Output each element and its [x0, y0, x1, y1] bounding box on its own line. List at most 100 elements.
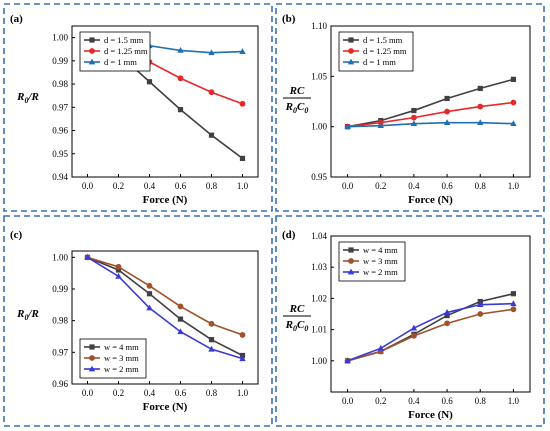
data-point: [477, 311, 484, 317]
ylabel-part: 0: [24, 96, 28, 105]
series-line: [347, 121, 514, 128]
data-point: [239, 48, 246, 54]
x-tick-label: 0.4: [408, 396, 420, 406]
legend-label: w = 2 mm: [104, 364, 139, 374]
data-point: [115, 267, 122, 273]
data-point: [208, 132, 215, 138]
data-point: [146, 304, 153, 311]
data-point: [115, 272, 122, 279]
legend-marker: [88, 365, 96, 372]
data-point: [510, 99, 517, 106]
data-point: [177, 303, 184, 310]
x-axis-label: Force (N): [408, 194, 453, 206]
legend-marker: [348, 247, 354, 253]
x-tick-label: 1.0: [237, 388, 249, 398]
data-point: [239, 155, 246, 162]
legend-label: w = 3 mm: [104, 353, 139, 363]
series-line: [87, 256, 243, 336]
x-tick-label: 0.2: [113, 181, 124, 191]
y-tick-label: 1.00: [52, 33, 68, 43]
plot-area-box: [330, 25, 531, 178]
ylabel-part: 0: [293, 106, 297, 115]
data-point: [411, 114, 417, 121]
data-point: [510, 300, 517, 307]
series-line: [347, 308, 514, 362]
panel-label: (c): [10, 229, 23, 241]
data-point: [146, 291, 153, 297]
x-tick-label: 1.0: [508, 181, 520, 191]
data-point: [443, 119, 451, 126]
legend-marker: [348, 258, 354, 264]
y-axis-label-numerator: RC: [289, 85, 305, 97]
series-line: [347, 78, 514, 128]
x-tick-label: 0.6: [175, 388, 187, 398]
legend-label: d = 1 mm: [104, 57, 137, 67]
x-tick-label: 0.0: [82, 388, 94, 398]
data-point: [377, 122, 384, 129]
legend-label: w = 4 mm: [363, 245, 398, 255]
y-axis-label-denominator: R0C0: [285, 101, 309, 115]
x-axis-label: Force (N): [408, 409, 453, 421]
chart-panel-c: (c) 0.0 0.2 0.4 0.6 0.8 1.0 0.96 0.97 0.98 0.99 1.0…: [10, 229, 259, 413]
data-point: [177, 46, 184, 53]
x-tick-label: 0.4: [144, 388, 156, 398]
data-point: [410, 120, 418, 127]
data-point: [444, 95, 450, 102]
data-point: [510, 120, 517, 127]
chart-panel-d: (d) 0.0 0.2 0.4 0.6 0.8 1.0 1.00 1.01 1.02 1.03 1.0…: [282, 229, 531, 421]
series-0: [344, 76, 517, 130]
x-tick-label: 0.6: [175, 181, 187, 191]
y-tick-label: 0.97: [52, 347, 68, 357]
y-axis-label-numerator: RC: [289, 303, 305, 315]
x-tick-label: 1.0: [508, 396, 520, 406]
ylabel-part: R: [16, 91, 24, 103]
data-point: [444, 108, 450, 115]
panel-label: (b): [282, 13, 296, 25]
data-point: [115, 263, 122, 270]
legend-marker: [89, 37, 95, 43]
series-2: [344, 300, 517, 364]
x-tick-label: 0.4: [408, 181, 420, 191]
y-tick-label: 1.02: [311, 293, 327, 303]
x-tick-label: 0.8: [206, 388, 218, 398]
plot-area-box: [71, 250, 259, 385]
ylabel-part: 0: [304, 106, 308, 115]
ylabel-part: /R: [27, 308, 38, 320]
series-line: [87, 256, 243, 360]
y-tick-label: 1.04: [311, 231, 327, 241]
data-point: [444, 312, 450, 319]
legend-marker: [347, 58, 355, 65]
plot-area-box: [71, 25, 259, 178]
data-point: [239, 355, 246, 362]
y-tick-label: 0.96: [52, 379, 68, 389]
y-tick-label: 0.95: [311, 172, 327, 182]
y-tick-label: 0.98: [52, 79, 68, 89]
data-point: [146, 282, 153, 289]
data-point: [208, 337, 215, 343]
legend-marker: [89, 344, 95, 350]
ylabel-part: C: [297, 319, 305, 331]
x-tick-label: 0.0: [342, 181, 354, 191]
y-tick-label: 0.96: [52, 126, 68, 136]
legend: d = 1.5 mmd = 1.25 mmd = 1 mm: [79, 31, 151, 72]
series-line: [347, 101, 514, 128]
x-tick-label: 0.8: [475, 181, 487, 191]
x-tick-label: 0.6: [441, 396, 453, 406]
data-point: [510, 291, 517, 297]
legend-label: d = 1.5 mm: [104, 35, 144, 45]
y-tick-label: 0.95: [52, 149, 68, 159]
ylabel-part: /R: [27, 91, 38, 103]
series-1: [344, 306, 517, 364]
data-point: [208, 89, 215, 96]
y-tick-label: 0.98: [52, 316, 68, 326]
data-point: [208, 320, 215, 327]
legend-label: w = 2 mm: [363, 267, 398, 277]
series-line: [87, 256, 243, 357]
x-tick-label: 0.2: [375, 181, 386, 191]
y-tick-label: 0.97: [52, 102, 68, 112]
data-point: [344, 123, 351, 130]
series-2: [344, 119, 517, 130]
y-tick-label: 1.00: [311, 356, 327, 366]
y-tick-label: 0.99: [52, 284, 68, 294]
x-tick-label: 0.2: [113, 388, 124, 398]
